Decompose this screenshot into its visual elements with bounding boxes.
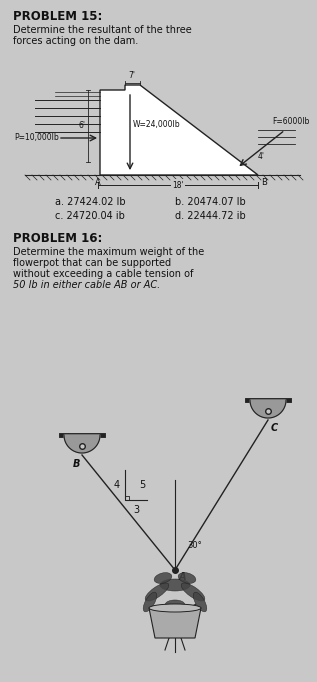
Text: 18': 18'	[172, 181, 184, 190]
Text: 4': 4'	[258, 152, 265, 161]
Text: 50 lb in either cable AB or AC.: 50 lb in either cable AB or AC.	[13, 280, 160, 290]
Text: 5: 5	[139, 480, 145, 490]
Text: W=24,000lb: W=24,000lb	[133, 120, 181, 129]
Text: F=6000lb: F=6000lb	[272, 117, 309, 126]
Text: without exceeding a cable tension of: without exceeding a cable tension of	[13, 269, 193, 279]
Polygon shape	[100, 85, 258, 175]
Text: 7': 7'	[128, 71, 135, 80]
Text: a. 27424.02 lb: a. 27424.02 lb	[55, 197, 126, 207]
Ellipse shape	[178, 573, 196, 583]
Polygon shape	[64, 435, 100, 453]
Text: PROBLEM 16:: PROBLEM 16:	[13, 232, 102, 245]
Ellipse shape	[165, 600, 185, 610]
Text: 30°: 30°	[187, 541, 202, 550]
Ellipse shape	[154, 573, 172, 583]
Text: C: C	[271, 423, 278, 433]
Ellipse shape	[160, 579, 190, 591]
Text: 3: 3	[133, 505, 139, 515]
Text: flowerpot that can be supported: flowerpot that can be supported	[13, 258, 171, 268]
Text: c. 24720.04 ib: c. 24720.04 ib	[55, 211, 125, 221]
Text: B: B	[261, 178, 267, 187]
Text: A: A	[95, 178, 101, 187]
Text: A: A	[179, 572, 186, 582]
Text: 4: 4	[114, 480, 120, 490]
Polygon shape	[149, 608, 201, 638]
Text: Determine the maximum weight of the: Determine the maximum weight of the	[13, 247, 204, 257]
Text: P=10,000lb: P=10,000lb	[14, 133, 59, 142]
Ellipse shape	[145, 583, 169, 601]
Ellipse shape	[193, 592, 207, 612]
Text: 6': 6'	[79, 121, 86, 130]
Text: B: B	[73, 459, 80, 469]
Text: forces acting on the dam.: forces acting on the dam.	[13, 36, 138, 46]
Text: b. 20474.07 lb: b. 20474.07 lb	[175, 197, 246, 207]
Ellipse shape	[181, 583, 205, 601]
Ellipse shape	[149, 604, 201, 612]
Ellipse shape	[143, 592, 157, 612]
Text: Determine the resultant of the three: Determine the resultant of the three	[13, 25, 192, 35]
Polygon shape	[250, 400, 286, 418]
Text: d. 22444.72 ib: d. 22444.72 ib	[175, 211, 246, 221]
Text: PROBLEM 15:: PROBLEM 15:	[13, 10, 102, 23]
